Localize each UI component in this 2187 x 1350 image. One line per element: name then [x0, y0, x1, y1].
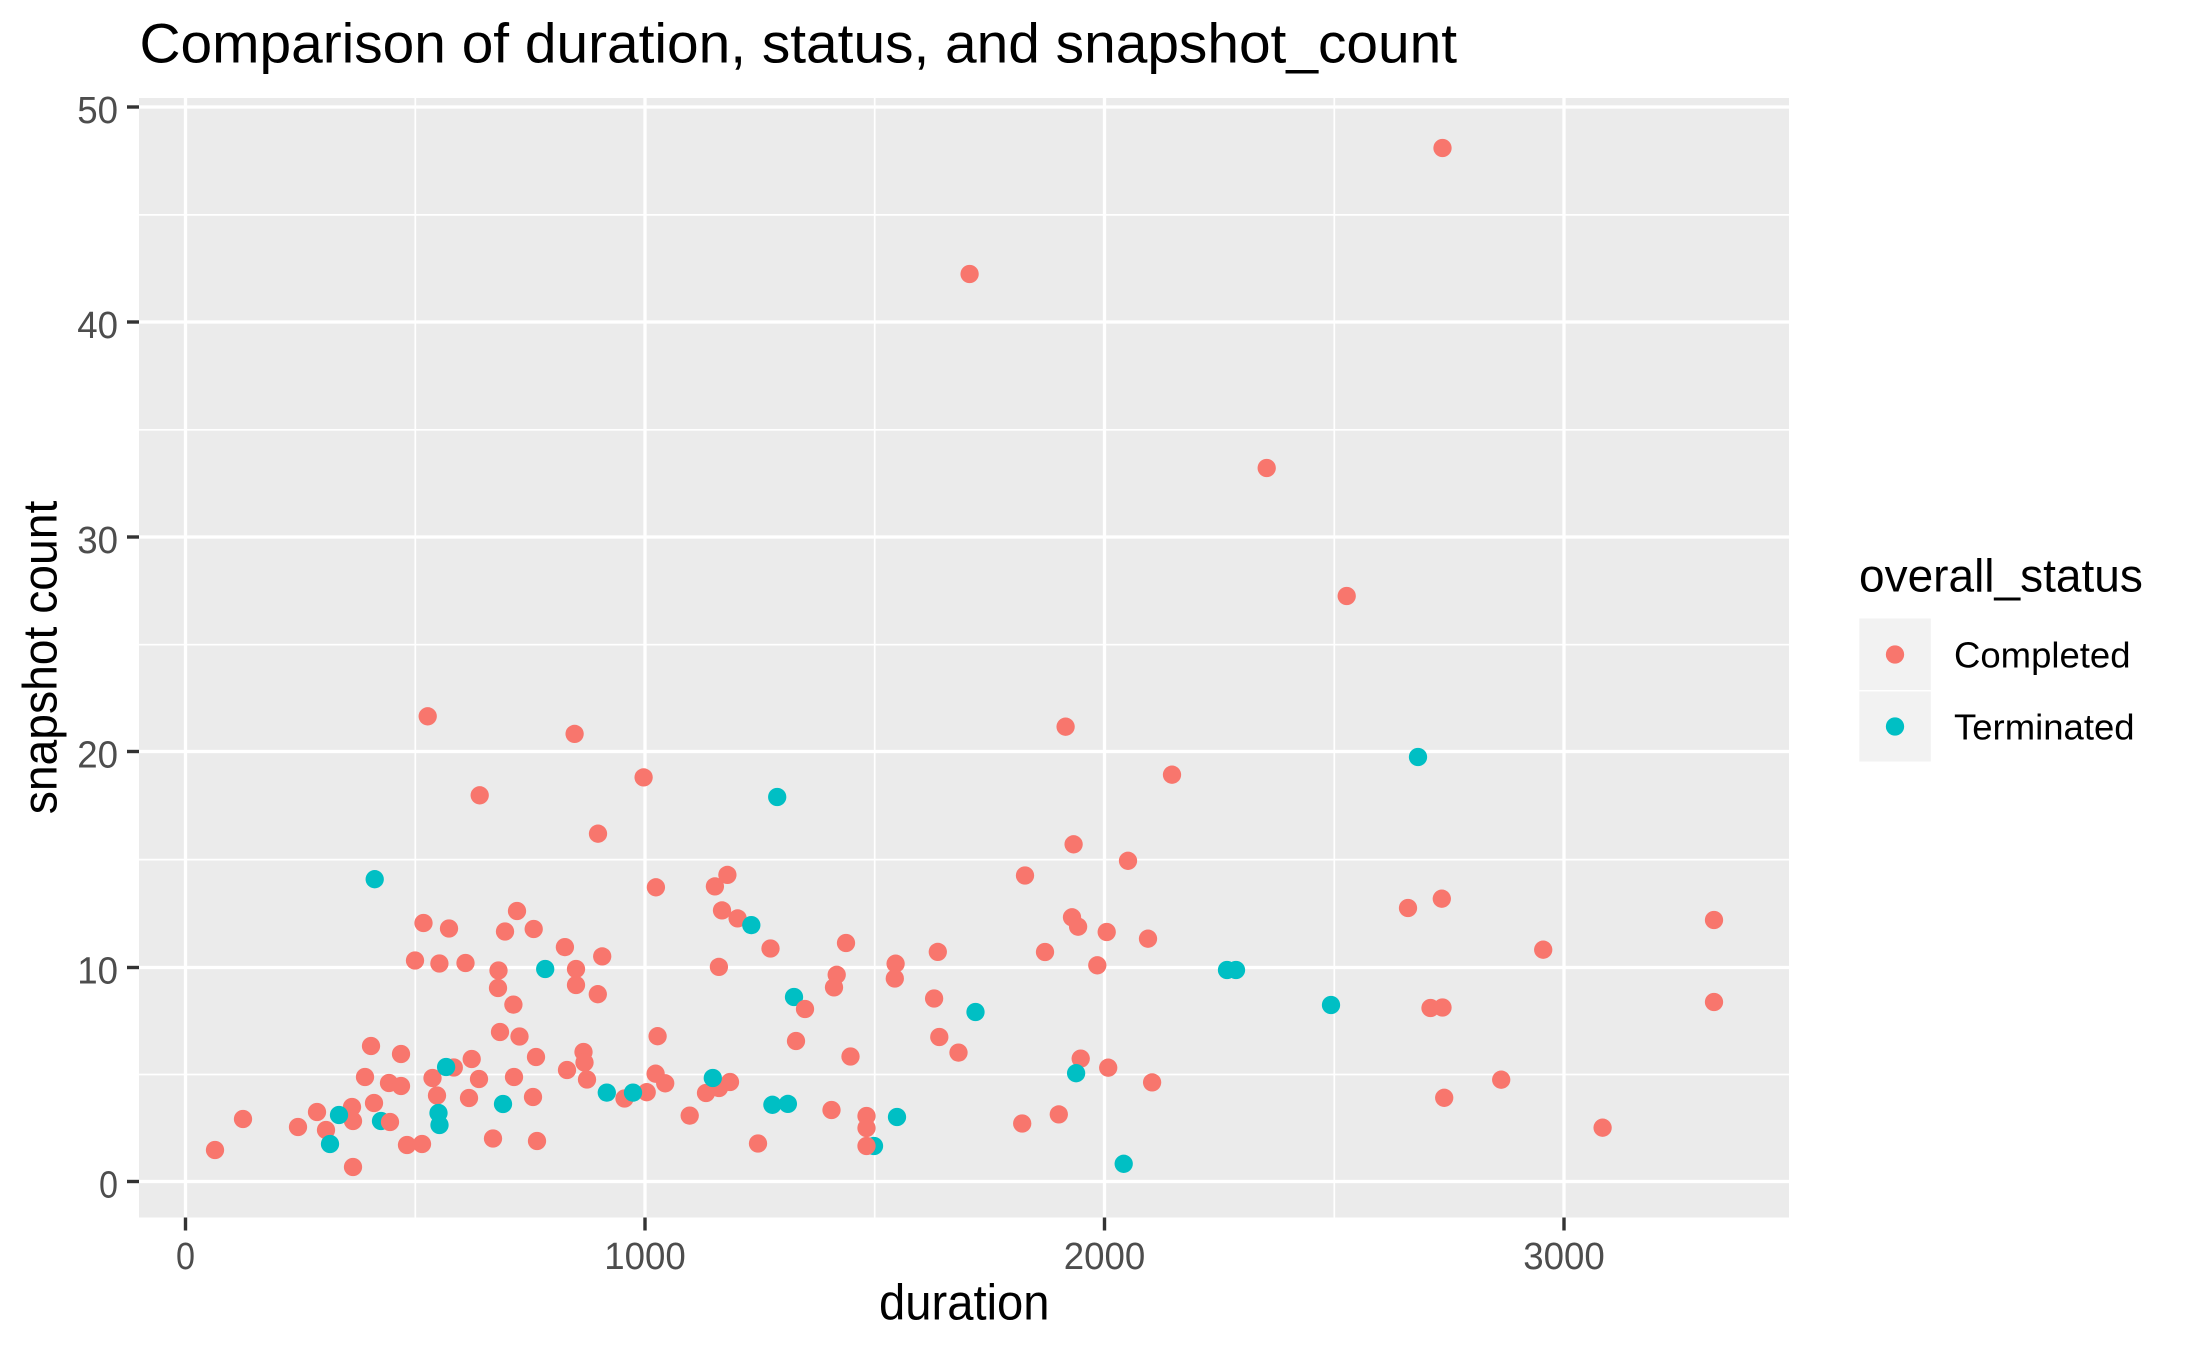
- svg-text:10: 10: [77, 951, 118, 993]
- svg-text:snapshot count: snapshot count: [15, 501, 68, 815]
- svg-text:Terminated: Terminated: [1954, 707, 2135, 748]
- svg-text:3000: 3000: [1523, 1236, 1605, 1278]
- svg-text:30: 30: [77, 520, 118, 562]
- svg-text:0: 0: [99, 1165, 118, 1207]
- svg-text:20: 20: [77, 735, 118, 777]
- svg-text:Comparison of duration, status: Comparison of duration, status, and snap…: [140, 12, 1458, 75]
- svg-text:overall_status: overall_status: [1859, 550, 2143, 602]
- svg-text:50: 50: [77, 90, 118, 132]
- svg-text:2000: 2000: [1064, 1236, 1146, 1278]
- svg-text:1000: 1000: [604, 1236, 686, 1278]
- svg-text:40: 40: [77, 305, 118, 347]
- svg-text:0: 0: [176, 1236, 195, 1278]
- svg-text:Completed: Completed: [1954, 635, 2131, 676]
- svg-text:duration: duration: [879, 1274, 1050, 1330]
